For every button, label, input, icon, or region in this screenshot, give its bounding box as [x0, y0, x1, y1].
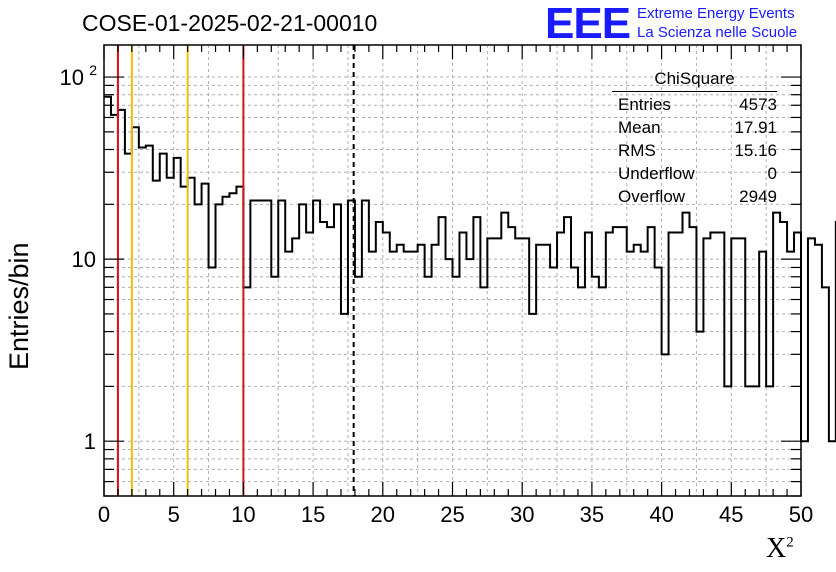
y-tick-label-sup: 2 [89, 62, 97, 78]
histogram-series [104, 95, 836, 443]
eee-logo-text: Extreme Energy Events La Scienza nelle S… [637, 4, 797, 42]
stats-value: 4573 [739, 95, 777, 114]
x-tick-label: 0 [98, 502, 110, 527]
x-axis-label: X2 [766, 533, 794, 565]
stats-row-mean: Mean 17.91 [612, 116, 777, 139]
stats-label: Overflow [618, 187, 686, 206]
x-tick-label: 5 [168, 502, 180, 527]
logo-line-1: Extreme Energy Events [637, 5, 795, 22]
eee-logo: EEE [545, 0, 631, 48]
stats-box: ChiSquare Entries 4573 Mean 17.91 RMS 15.16… [612, 67, 777, 208]
x-tick-label: 40 [649, 502, 673, 527]
x-tick-label: 25 [440, 502, 464, 527]
stats-row-entries: Entries 4573 [612, 93, 777, 116]
stats-label: Underflow [618, 164, 695, 183]
x-axis-label-sup: 2 [786, 534, 794, 551]
y-tick-label: 10 [60, 65, 84, 90]
x-axis-label-base: X [766, 533, 787, 564]
stats-value: 0 [767, 164, 777, 183]
stats-row-overflow: Overflow 2949 [612, 185, 777, 208]
x-tick-label: 30 [510, 502, 534, 527]
stats-row-rms: RMS 15.16 [612, 139, 777, 162]
x-tick-label: 50 [789, 502, 813, 527]
y-tick-label: 1 [84, 429, 96, 454]
logo-line-2: La Scienza nelle Scuole [637, 24, 798, 41]
y-axis-label: Entries/bin [4, 242, 34, 370]
stats-value: 17.91 [734, 118, 777, 137]
x-tick-label: 45 [719, 502, 743, 527]
stats-label: RMS [618, 141, 656, 160]
x-tick-label: 20 [371, 502, 395, 527]
stats-label: Entries [618, 95, 671, 114]
stats-title: ChiSquare [612, 67, 777, 92]
stats-value: 15.16 [734, 141, 777, 160]
stats-label: Mean [618, 118, 661, 137]
x-tick-label: 35 [580, 502, 604, 527]
chart-title: COSE-01-2025-02-21-00010 [82, 10, 378, 36]
x-tick-label: 10 [231, 502, 255, 527]
stats-row-underflow: Underflow 0 [612, 162, 777, 185]
x-tick-label: 15 [301, 502, 325, 527]
y-tick-label: 10 [72, 247, 96, 272]
stats-value: 2949 [739, 187, 777, 206]
